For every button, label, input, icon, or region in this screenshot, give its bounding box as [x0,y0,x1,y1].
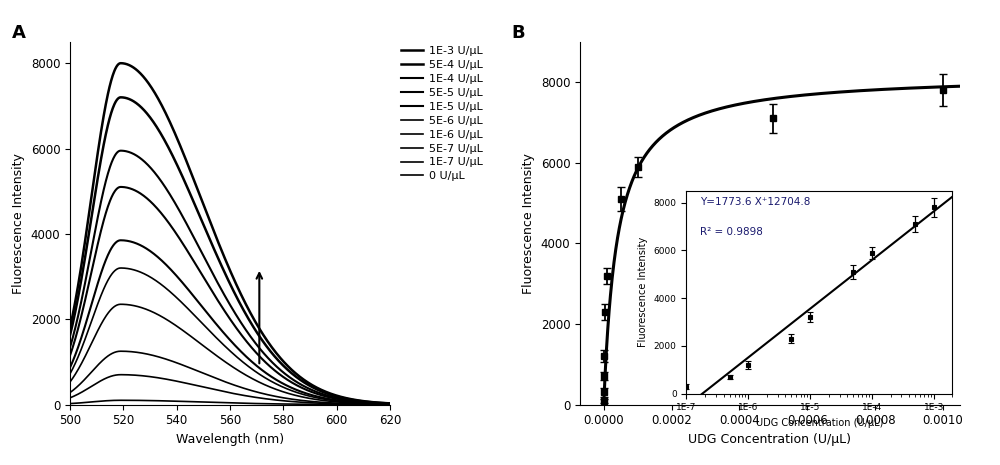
Text: B: B [512,24,525,42]
Legend: 1E-3 U/μL, 5E-4 U/μL, 1E-4 U/μL, 5E-5 U/μL, 1E-5 U/μL, 5E-6 U/μL, 1E-6 U/μL, 5E-: 1E-3 U/μL, 5E-4 U/μL, 1E-4 U/μL, 5E-5 U/… [396,42,487,186]
X-axis label: UDG Concentration (U/μL): UDG Concentration (U/μL) [688,433,852,446]
Y-axis label: Fluorescence Intensity: Fluorescence Intensity [12,153,25,293]
Y-axis label: Fluorescence Intensity: Fluorescence Intensity [522,153,535,293]
Text: A: A [12,24,26,42]
X-axis label: Wavelength (nm): Wavelength (nm) [176,433,284,446]
